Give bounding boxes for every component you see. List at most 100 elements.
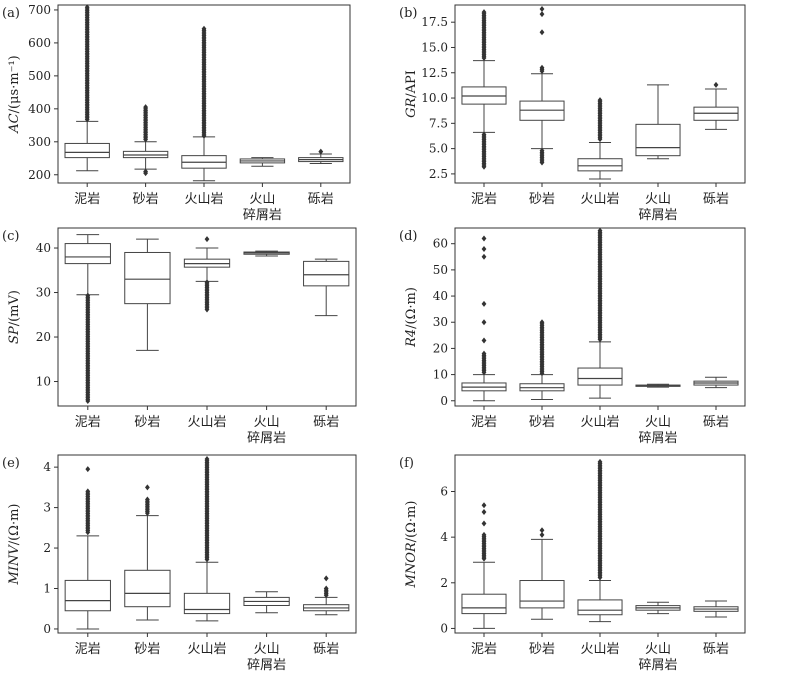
outlier-point (539, 29, 545, 36)
outlier-point (539, 68, 545, 75)
box-2 (577, 458, 623, 623)
box-iqr (64, 579, 111, 612)
panel-a: (a) 200 300 400 500 600 700 AC/(μs·m⁻¹) 泥岩 砂岩 火山岩 火… (2, 3, 351, 223)
box-iqr (461, 593, 507, 615)
y-tick-label: 20 (433, 341, 448, 355)
box-iqr (577, 367, 623, 386)
outlier-point (323, 592, 329, 599)
outlier-point (204, 556, 210, 563)
y-tick-label: 400 (28, 102, 51, 116)
x-tick-label: 砂岩 (133, 192, 159, 207)
y-tick-label: 5.0 (429, 142, 448, 156)
y-tick-label: 10 (36, 375, 51, 389)
box-4 (298, 148, 344, 165)
y-tick-label: 7.5 (429, 116, 448, 130)
box-4 (303, 258, 350, 317)
outlier-point (481, 502, 487, 509)
box-1 (519, 6, 565, 166)
box-3 (635, 383, 681, 388)
y-tick-label: 3 (43, 501, 51, 515)
x-tick-label: 砾岩 (313, 415, 339, 430)
box-3 (635, 601, 681, 615)
panel-label: (f) (399, 456, 414, 471)
box-0 (461, 502, 507, 629)
outlier-point (145, 510, 150, 517)
outlier-point (539, 11, 545, 18)
y-axis-label: AC/(μs·m⁻¹) (7, 55, 22, 134)
y-tick-label: 6 (440, 485, 448, 499)
box-iqr (64, 243, 111, 265)
y-tick-label: 2 (43, 541, 51, 555)
y-tick-label: 10 (433, 368, 448, 382)
x-tick-label: 碎屑岩 (243, 208, 282, 223)
x-tick-label: 火山岩 (187, 642, 226, 657)
panel-label: (d) (399, 229, 417, 244)
box-1 (519, 319, 565, 400)
x-tick-label: 泥岩 (471, 642, 497, 657)
y-tick-label: 40 (433, 289, 448, 303)
y-tick-label: 12.5 (421, 66, 448, 80)
y-tick-label: 0 (440, 621, 448, 635)
box-4 (303, 575, 350, 616)
outlier-point (481, 54, 487, 61)
box-4 (693, 376, 739, 389)
box-4 (693, 81, 739, 130)
outlier-point (597, 136, 603, 143)
box-2 (181, 25, 227, 182)
outlier-point (143, 136, 148, 143)
x-tick-label: 火山岩 (580, 415, 619, 430)
outlier-point (481, 235, 487, 242)
x-tick-label: 泥岩 (471, 192, 497, 207)
outlier-point (481, 319, 487, 326)
y-tick-label: 2 (440, 576, 448, 590)
y-tick-label: 4 (43, 460, 51, 474)
y-tick-label: 1 (43, 582, 51, 596)
y-tick-label: 60 (433, 237, 448, 251)
x-tick-label: 火山岩 (184, 192, 223, 207)
y-tick-label: 17.5 (421, 15, 448, 29)
box-1 (519, 527, 565, 620)
outlier-point (143, 168, 148, 175)
box-iqr (519, 580, 565, 609)
x-tick-label: 砂岩 (134, 642, 160, 657)
box-iqr (183, 592, 231, 615)
x-tick-label: 火山 (249, 192, 275, 207)
box-4 (693, 600, 739, 618)
y-axis-label: GR/API (404, 70, 419, 118)
x-tick-label: 火山 (645, 192, 671, 207)
outlier-point (481, 337, 487, 344)
y-tick-label: 4 (440, 530, 448, 544)
outlier-point (145, 484, 150, 491)
box-iqr (635, 123, 681, 157)
x-tick-label: 碎屑岩 (638, 431, 677, 446)
outlier-point (204, 306, 210, 313)
outlier-point (318, 148, 324, 155)
outlier-point (85, 398, 91, 405)
outlier-point (539, 6, 545, 13)
x-tick-label: 砂岩 (529, 642, 555, 657)
x-tick-label: 火山岩 (187, 415, 226, 430)
y-tick-label: 30 (433, 315, 448, 329)
x-tick-label: 砾岩 (313, 642, 339, 657)
y-tick-label: 40 (36, 241, 51, 255)
x-tick-label: 火山岩 (580, 642, 619, 657)
box-3 (239, 157, 286, 167)
box-3 (243, 591, 290, 614)
outlier-point (481, 555, 487, 562)
y-tick-label: 2.5 (429, 167, 448, 181)
outlier-point (85, 529, 91, 536)
box-iqr (577, 158, 623, 172)
outlier-point (481, 253, 487, 260)
y-tick-label: 0 (43, 622, 51, 636)
y-tick-label: 10.0 (421, 91, 448, 105)
y-tick-label: 200 (28, 168, 51, 182)
outlier-point (201, 132, 207, 139)
box-1 (124, 238, 171, 351)
box-0 (461, 235, 507, 402)
x-tick-label: 火山 (645, 415, 671, 430)
y-axis-label: MNOR/(Ω·m) (404, 501, 419, 589)
box-2 (577, 227, 623, 399)
outlier-point (85, 466, 91, 473)
